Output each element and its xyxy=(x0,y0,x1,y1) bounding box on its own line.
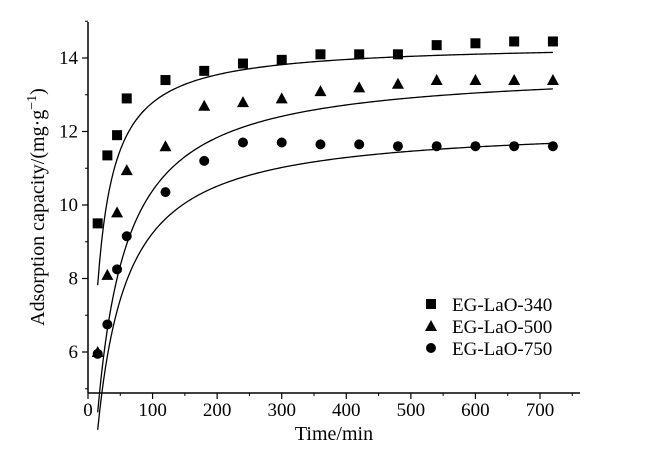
x-tick-label: 700 xyxy=(526,400,555,421)
data-point-triangle xyxy=(159,140,172,152)
legend-marker-circle xyxy=(426,343,436,353)
y-tick-label: 8 xyxy=(69,269,79,290)
data-point-square xyxy=(92,218,103,229)
x-tick-label: 400 xyxy=(332,400,361,421)
x-tick-label: 200 xyxy=(203,400,232,421)
y-tick-label: 10 xyxy=(59,195,78,216)
legend-marker-triangle xyxy=(425,320,437,331)
y-axis-title-main: Adsorption capacity/(mg·g xyxy=(27,110,49,326)
data-point-triangle xyxy=(236,96,249,108)
data-point-triangle xyxy=(430,74,443,86)
y-axis-title-close: ) xyxy=(27,88,49,95)
data-point-circle xyxy=(92,348,103,359)
data-point-circle xyxy=(470,141,481,152)
legend-marker-square xyxy=(426,299,436,309)
data-point-square xyxy=(160,75,171,86)
y-axis-title-superscript: −1 xyxy=(25,95,40,110)
data-point-triangle xyxy=(198,99,211,111)
legend-label-340: EG-LaO-340 xyxy=(452,295,552,316)
fit-curve-series-0 xyxy=(97,51,553,286)
y-axis-title: Adsorption capacity/(mg·g−1) xyxy=(25,88,49,326)
data-point-circle xyxy=(547,141,558,152)
data-point-circle xyxy=(112,264,123,275)
data-point-square xyxy=(354,49,365,60)
fit-curve-series-1 xyxy=(97,88,553,413)
x-tick-label: 300 xyxy=(267,400,296,421)
data-point-square xyxy=(102,150,113,161)
data-point-square xyxy=(112,130,123,141)
data-point-triangle xyxy=(391,77,404,89)
data-point-circle xyxy=(121,231,132,242)
data-point-square xyxy=(276,54,287,65)
legend-label-500: EG-LaO-500 xyxy=(452,317,552,338)
data-point-triangle xyxy=(275,92,288,104)
data-point-circle xyxy=(509,141,520,152)
data-point-circle xyxy=(392,141,403,152)
data-point-circle xyxy=(276,137,287,148)
data-point-square xyxy=(121,93,132,104)
legend-label-750: EG-LaO-750 xyxy=(452,339,552,360)
y-tick-label: 12 xyxy=(59,122,78,143)
x-tick-label: 0 xyxy=(83,400,93,421)
data-point-triangle xyxy=(314,85,327,97)
fit-lines xyxy=(97,51,553,430)
data-point-circle xyxy=(354,139,365,150)
data-point-square xyxy=(315,49,326,60)
x-tick-label: 600 xyxy=(461,400,490,421)
data-point-square xyxy=(431,40,442,51)
plot-frame xyxy=(87,22,580,394)
x-tick-label: 500 xyxy=(397,400,426,421)
data-point-square xyxy=(392,49,403,60)
data-point-square xyxy=(509,36,520,47)
data-point-square xyxy=(237,58,248,69)
data-point-square xyxy=(199,65,210,76)
data-point-triangle xyxy=(101,268,114,280)
data-point-triangle xyxy=(469,74,482,86)
data-point-circle xyxy=(237,137,248,148)
data-point-square xyxy=(470,38,481,49)
y-ticks: 6 8 10 12 14 xyxy=(59,20,88,390)
data-point-triangle xyxy=(508,74,521,86)
data-point-triangle xyxy=(111,206,124,218)
x-tick-label: 100 xyxy=(138,400,167,421)
data-point-circle xyxy=(431,141,442,152)
data-point-square xyxy=(547,36,558,47)
data-markers xyxy=(91,36,559,359)
data-point-triangle xyxy=(120,164,133,176)
legend: EG-LaO-340 EG-LaO-500 EG-LaO-750 xyxy=(425,295,552,360)
data-point-triangle xyxy=(546,74,559,86)
data-point-circle xyxy=(315,139,326,150)
y-tick-label: 14 xyxy=(59,48,79,69)
data-point-circle xyxy=(102,319,113,330)
x-axis-title: Time/min xyxy=(295,423,373,445)
data-point-circle xyxy=(160,187,171,198)
fit-curve-series-2 xyxy=(97,142,553,430)
x-ticks: 0 100 200 300 400 500 600 700 xyxy=(83,393,573,421)
y-tick-label: 6 xyxy=(69,342,79,363)
data-point-circle xyxy=(199,155,210,166)
data-point-triangle xyxy=(353,81,366,93)
